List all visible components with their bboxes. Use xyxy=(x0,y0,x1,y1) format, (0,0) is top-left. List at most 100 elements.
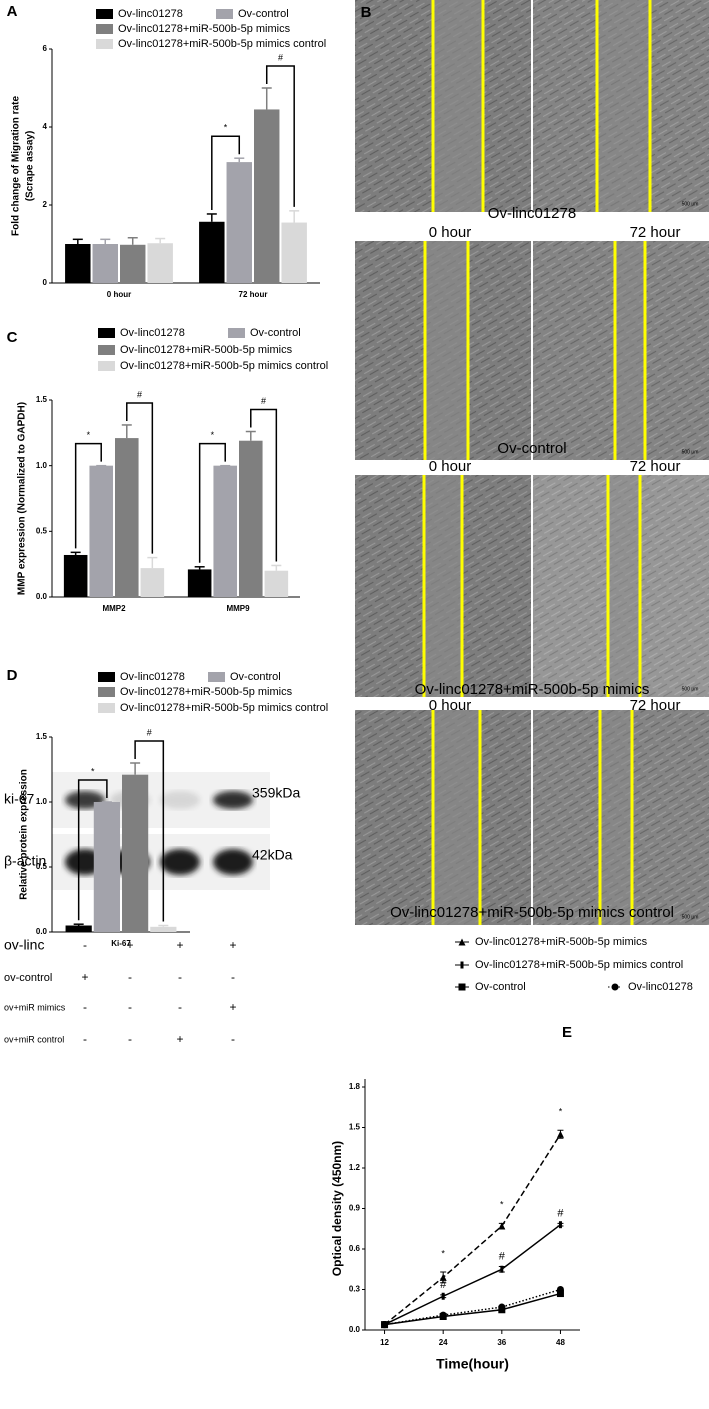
marker xyxy=(558,1221,562,1229)
y-tick-label: 0.0 xyxy=(36,927,48,936)
legend-label: Ov-linc01278+miR-500b-5p mimics control xyxy=(120,360,328,372)
y-tick-label: 1.0 xyxy=(36,797,48,806)
scale-bar-label: 500 μm xyxy=(682,686,699,692)
significance-bracket xyxy=(265,65,295,207)
legend-swatch xyxy=(96,39,113,49)
significance-mark: # xyxy=(557,1207,564,1219)
bar xyxy=(63,554,88,597)
marker xyxy=(556,1286,564,1293)
significance-mark: * xyxy=(91,766,95,776)
y-tick-label: 1.0 xyxy=(36,461,48,470)
legend-label: Ov-linc01278 xyxy=(118,8,183,20)
legend-label: Ov-linc01278+miR-500b-5p mimics xyxy=(120,344,293,356)
significance-bracket xyxy=(198,442,226,563)
legend-swatch xyxy=(98,703,115,713)
condition-sign: + xyxy=(126,938,133,952)
series-line xyxy=(384,1292,561,1326)
legend-swatch xyxy=(96,9,113,19)
significance-mark: # xyxy=(278,52,283,62)
time-label: 72 hour xyxy=(630,697,681,714)
marker xyxy=(381,1321,389,1329)
x-tick-label: 12 xyxy=(380,1338,389,1347)
legend-label: Ov-linc01278+miR-500b-5p mimics xyxy=(120,686,293,698)
marker xyxy=(441,1292,445,1300)
legend-label: Ov-linc01278 xyxy=(628,981,693,993)
condition-sign: + xyxy=(176,938,183,952)
scratch-gap xyxy=(424,475,462,697)
significance-bracket xyxy=(211,135,241,210)
x-tick-label: 0 hour xyxy=(107,290,131,299)
y-tick-label: 6 xyxy=(43,44,48,53)
bar xyxy=(122,774,149,932)
legend-label: Ov-linc01278 xyxy=(120,671,185,683)
legend-marker xyxy=(460,961,464,969)
time-label: 0 hour xyxy=(429,224,472,241)
bar xyxy=(226,162,252,283)
significance-mark: * xyxy=(224,123,228,133)
condition-sign: - xyxy=(231,1032,235,1046)
condition-sign: - xyxy=(83,938,87,952)
y-tick-label: 1.5 xyxy=(349,1123,361,1132)
bar xyxy=(65,244,91,283)
y-tick-label: 0.0 xyxy=(349,1325,361,1334)
panel-label: D xyxy=(7,667,18,684)
legend-label: Ov-control xyxy=(475,981,526,993)
panel-label: C xyxy=(7,329,18,346)
x-tick-label: 72 hour xyxy=(239,290,268,299)
legend-swatch xyxy=(98,361,115,371)
bar xyxy=(213,465,237,597)
bar xyxy=(239,440,263,597)
legend-label: Ov-linc01278+miR-500b-5p mimics control xyxy=(120,702,328,714)
condition-sign: - xyxy=(128,1032,132,1046)
condition-sign: - xyxy=(83,1032,87,1046)
y-tick-label: 0.5 xyxy=(36,862,48,871)
y-tick-label: 0 xyxy=(43,278,48,287)
panel-label: E xyxy=(562,1024,572,1041)
y-tick-label: 0.3 xyxy=(349,1285,361,1294)
y-tick-label: 0.0 xyxy=(36,592,48,601)
condition-name: ov+miR control xyxy=(4,1034,64,1044)
band-size: 359kDa xyxy=(252,785,300,801)
marker xyxy=(556,1130,564,1138)
x-tick-label: MMP2 xyxy=(102,604,126,613)
y-axis-label: (Scrape assay) xyxy=(25,131,36,202)
legend-marker xyxy=(458,983,466,991)
legend-swatch xyxy=(98,687,115,697)
condition-sign: - xyxy=(231,970,235,984)
significance-mark: * xyxy=(559,1107,563,1117)
x-tick-label: 24 xyxy=(439,1338,448,1347)
significance-mark: # xyxy=(147,727,152,737)
condition-name: ov-control xyxy=(4,972,52,984)
bar xyxy=(140,568,165,597)
y-tick-label: 4 xyxy=(43,122,48,131)
condition-sign: - xyxy=(178,970,182,984)
y-tick-label: 0.6 xyxy=(349,1244,361,1253)
y-tick-label: 1.2 xyxy=(349,1163,361,1172)
bar xyxy=(281,222,307,283)
scratch-gap xyxy=(597,0,650,212)
legend-label: Ov-control xyxy=(250,327,301,339)
bar xyxy=(254,109,280,283)
scratch-gap xyxy=(600,710,632,925)
time-label: 72 hour xyxy=(630,458,681,475)
bar xyxy=(264,570,289,597)
scale-bar-label: 500 μm xyxy=(682,201,699,207)
scratch-gap xyxy=(615,241,645,460)
micrograph-caption: Ov-control xyxy=(497,440,566,457)
significance-mark: # xyxy=(440,1279,447,1291)
significance-mark: * xyxy=(500,1200,504,1210)
legend-swatch xyxy=(98,328,115,338)
legend-swatch xyxy=(216,9,233,19)
legend-label: Ov-linc01278+miR-500b-5p mimics xyxy=(118,23,291,35)
condition-sign: + xyxy=(81,970,88,984)
time-label: 0 hour xyxy=(429,697,472,714)
series-line xyxy=(384,1288,561,1326)
legend-label: Ov-linc01278+miR-500b-5p mimics xyxy=(475,936,648,948)
significance-mark: * xyxy=(211,430,215,440)
condition-sign: - xyxy=(178,1000,182,1014)
legend-label: Ov-linc01278+miR-500b-5p mimics control xyxy=(475,959,683,971)
legend-marker xyxy=(611,983,619,991)
bar xyxy=(147,243,173,283)
